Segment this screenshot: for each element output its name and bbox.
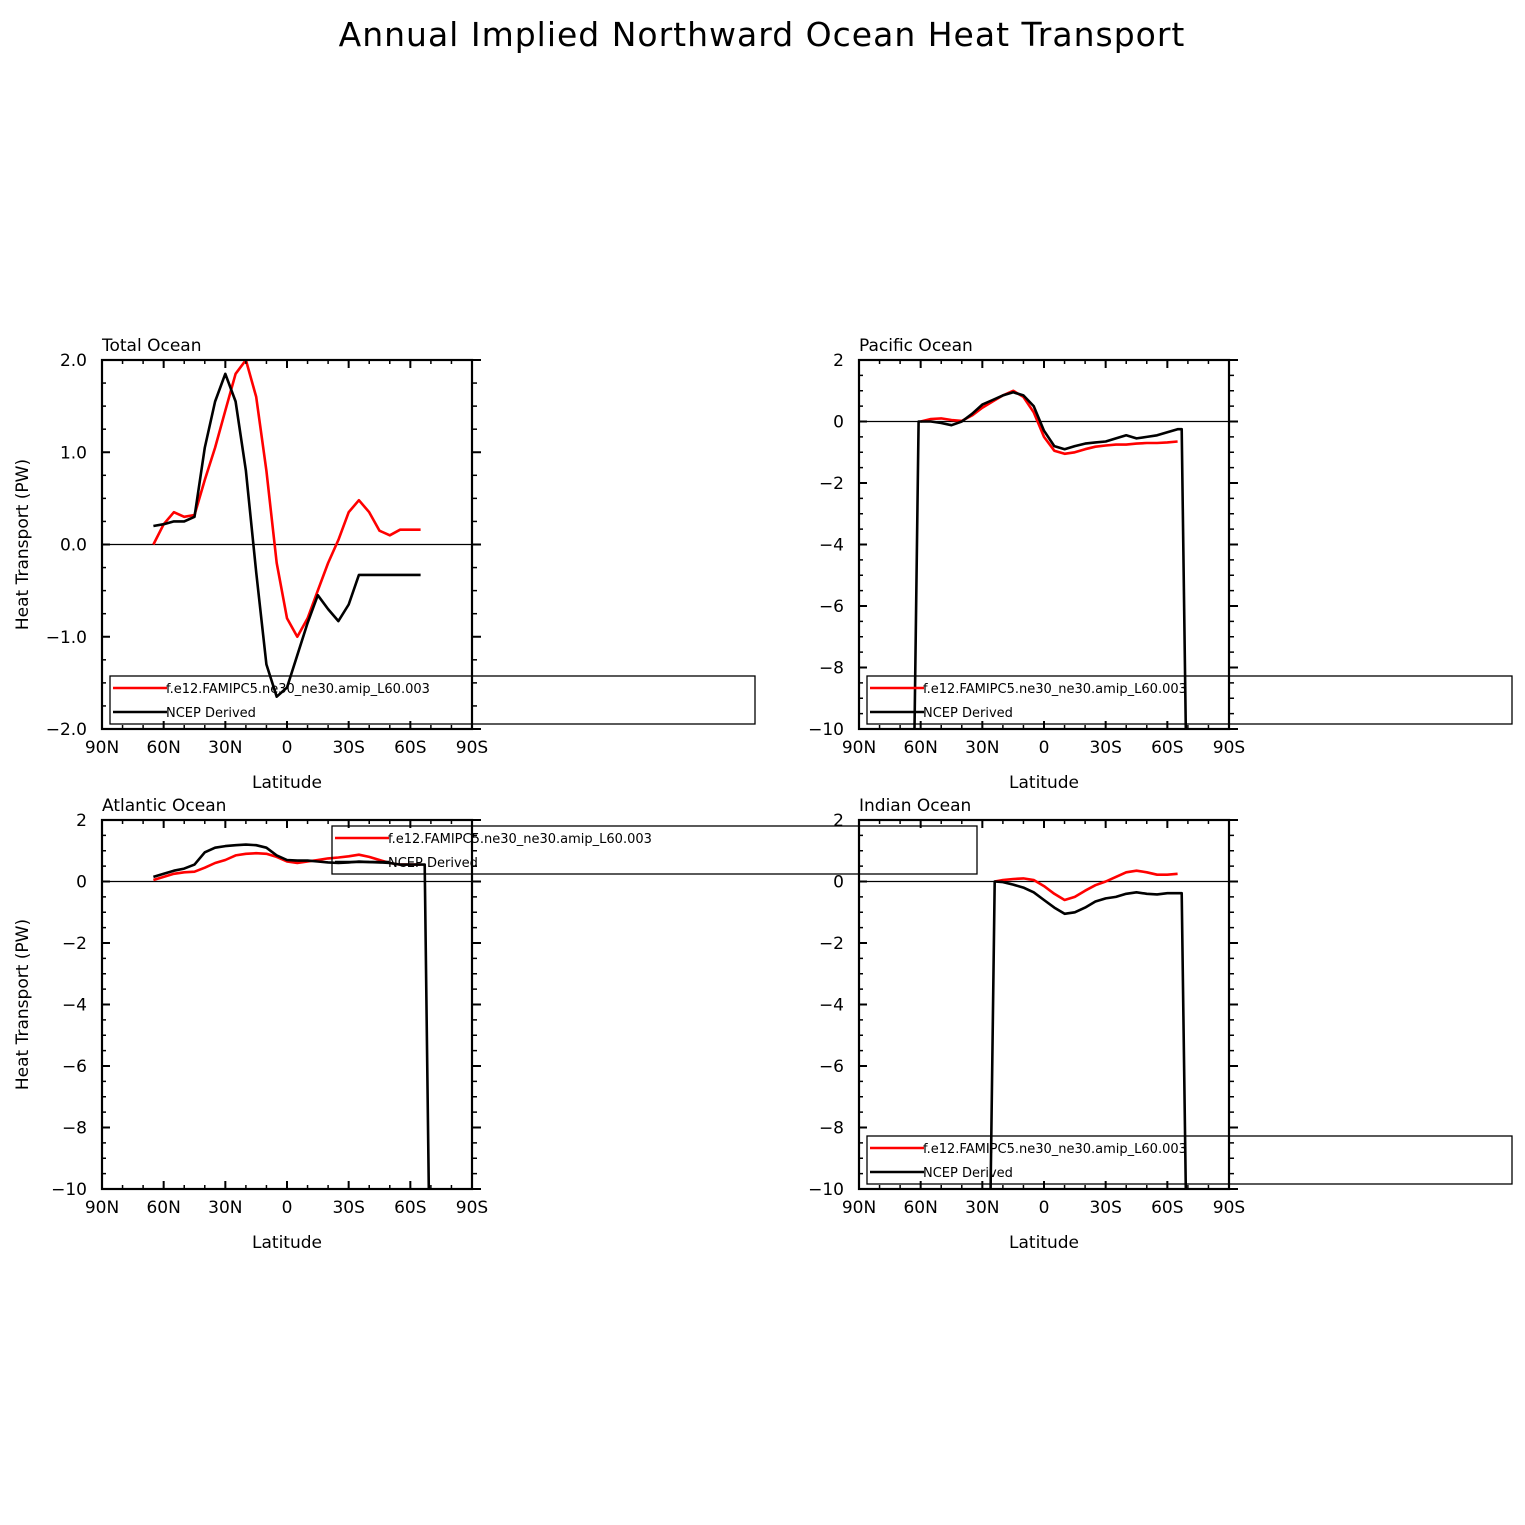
chart-1-xtick-label: 60N <box>146 738 180 758</box>
chart-1-legend: f.e12.FAMIPC5.ne30_ne30.amip_L60.003 NCEP… <box>109 675 756 725</box>
chart-1-ylabel: Heat Transport (PW) <box>13 459 33 630</box>
chart-3-series-1-line <box>153 851 421 882</box>
chart-2-xtick-label: 90S <box>1213 738 1245 758</box>
chart-1-legend-label-1: f.e12.FAMIPC5.ne30_ne30.amip_L60.003 <box>166 682 430 697</box>
chart-3-title: Atlantic Ocean <box>102 796 226 816</box>
chart-3-ytick-label: −6 <box>62 1057 87 1077</box>
chart-2-title: Pacific Ocean <box>859 336 973 356</box>
chart-4-xtick-label: 30S <box>1089 1198 1121 1218</box>
chart-2-xtick-label: 90N <box>842 738 876 758</box>
chart-2-ytick-label: −2 <box>819 474 844 494</box>
chart-4-title: Indian Ocean <box>859 796 971 816</box>
chart-4-ytick-label: −10 <box>808 1180 844 1200</box>
chart-1-ytick-label: −2.0 <box>46 720 87 740</box>
chart-4-legend-label-2: NCEP Derived <box>923 1166 1013 1181</box>
chart-2-legend-label-1: f.e12.FAMIPC5.ne30_ne30.amip_L60.003 <box>923 682 1187 697</box>
chart-2-legend-box <box>866 675 1513 725</box>
chart-4-ytick-label: −2 <box>819 934 844 954</box>
chart-2-ytick-label: 0 <box>833 413 844 433</box>
chart-3-legend-box <box>331 825 978 875</box>
chart-2-ytick-label: −4 <box>819 536 844 556</box>
chart-4-ytick-label: 0 <box>833 873 844 893</box>
chart-3-xtick-label: 90N <box>85 1198 119 1218</box>
chart-2-xtick-label: 30N <box>965 738 999 758</box>
chart-3-xtick-label: 90S <box>456 1198 488 1218</box>
chart-3-ytick-label: 2 <box>76 811 87 831</box>
chart-1-xtick-label: 90N <box>85 738 119 758</box>
chart-3-ytick-label: −10 <box>51 1180 87 1200</box>
chart-1-title: Total Ocean <box>101 336 202 356</box>
chart-4-series-1-line <box>994 869 1178 902</box>
chart-4-xtick-label: 90N <box>842 1198 876 1218</box>
chart-4-xtick-label: 60S <box>1151 1198 1183 1218</box>
chart-4-xtick-label: 60N <box>903 1198 937 1218</box>
chart-3-xtick-label: 60N <box>146 1198 180 1218</box>
chart-2-series-group <box>913 389 1188 729</box>
panels: Total Ocean 90N 60N 30N 0 30S 60S 90S −2.0 −1.0 0.… <box>13 336 1513 1253</box>
chart-2-panel: Pacific Ocean 90N 60N 30N 0 30S 60S 90S −10 −8 −6 −… <box>808 336 1513 793</box>
chart-3-series-group <box>153 843 431 1189</box>
chart-3-xtick-label: 30S <box>332 1198 364 1218</box>
chart-1-series-2-line <box>153 372 421 699</box>
chart-2-series-2-line <box>913 390 1188 729</box>
chart-1-series-1-line <box>152 360 421 639</box>
chart-4-xlabel: Latitude <box>1009 1233 1079 1253</box>
chart-3-xlabel: Latitude <box>252 1233 322 1253</box>
chart-3-ytick-label: −4 <box>62 996 87 1016</box>
chart-4-legend: f.e12.FAMIPC5.ne30_ne30.amip_L60.003 NCEP… <box>866 1135 1513 1185</box>
chart-2-legend-label-2: NCEP Derived <box>923 706 1013 721</box>
chart-2-ytick-label: 2 <box>833 351 844 371</box>
chart-1-ytick-label: −1.0 <box>46 628 87 648</box>
chart-3-legend-label-1: f.e12.FAMIPC5.ne30_ne30.amip_L60.003 <box>388 832 652 847</box>
chart-2-xtick-label: 60S <box>1151 738 1183 758</box>
chart-2-ytick-label: −6 <box>819 597 844 617</box>
chart-4-ytick-label: −4 <box>819 996 844 1016</box>
chart-1-xtick-label: 90S <box>456 738 488 758</box>
chart-4-xtick-label: 90S <box>1213 1198 1245 1218</box>
chart-3-series-2-line <box>153 843 431 1189</box>
chart-3-ytick-label: 0 <box>76 873 87 893</box>
chart-2-legend: f.e12.FAMIPC5.ne30_ne30.amip_L60.003 NCEP… <box>866 675 1513 725</box>
chart-1-series-group <box>152 360 421 699</box>
chart-1-ytick-label: 0.0 <box>60 536 87 556</box>
chart-3-legend: f.e12.FAMIPC5.ne30_ne30.amip_L60.003 NCEP… <box>331 825 978 875</box>
chart-2-xtick-label: 60N <box>903 738 937 758</box>
chart-3-xtick-label: 30N <box>208 1198 242 1218</box>
chart-1-xtick-label: 0 <box>282 738 293 758</box>
chart-3-ytick-label: −8 <box>62 1119 87 1139</box>
chart-4-series-2-line <box>989 880 1188 1189</box>
chart-3-panel: Atlantic Ocean 90N 60N 30N 0 30S 60S 90S −10 −8 −6… <box>13 796 978 1253</box>
chart-1-xtick-label: 60S <box>394 738 426 758</box>
chart-1-xlabel: Latitude <box>252 773 322 793</box>
chart-3-legend-label-2: NCEP Derived <box>388 856 478 871</box>
chart-4-ytick-label: −8 <box>819 1119 844 1139</box>
chart-4-legend-label-1: f.e12.FAMIPC5.ne30_ne30.amip_L60.003 <box>923 1142 1187 1157</box>
chart-4-panel: Indian Ocean 90N 60N 30N 0 30S 60S 90S −10 −8 −6 −4… <box>808 796 1513 1253</box>
chart-4-xtick-label: 30N <box>965 1198 999 1218</box>
chart-1-xtick-label: 30N <box>208 738 242 758</box>
chart-2-ytick-label: −8 <box>819 659 844 679</box>
chart-3-ylabel: Heat Transport (PW) <box>13 919 33 1090</box>
chart-4-ytick-label: −6 <box>819 1057 844 1077</box>
chart-1-ytick-label: 1.0 <box>60 443 87 463</box>
chart-3-ytick-label: −2 <box>62 934 87 954</box>
chart-4-series-group <box>989 869 1188 1189</box>
chart-1-xtick-label: 30S <box>332 738 364 758</box>
chart-4-ytick-label: 2 <box>833 811 844 831</box>
chart-1-legend-label-2: NCEP Derived <box>166 706 256 721</box>
figure-title: Annual Implied Northward Ocean Heat Tran… <box>339 15 1186 54</box>
chart-2-xlabel: Latitude <box>1009 773 1079 793</box>
chart-2-xtick-label: 30S <box>1089 738 1121 758</box>
chart-2-ytick-label: −10 <box>808 720 844 740</box>
chart-3-xtick-label: 0 <box>282 1198 293 1218</box>
chart-4-legend-box <box>866 1135 1513 1185</box>
chart-2-xtick-label: 0 <box>1039 738 1050 758</box>
chart-3-xtick-label: 60S <box>394 1198 426 1218</box>
chart-4-xtick-label: 0 <box>1039 1198 1050 1218</box>
chart-1-ytick-label: 2.0 <box>60 351 87 371</box>
chart-1-panel: Total Ocean 90N 60N 30N 0 30S 60S 90S −2.0 −1.0 0.… <box>13 336 756 793</box>
chart-1-legend-box <box>109 675 756 725</box>
